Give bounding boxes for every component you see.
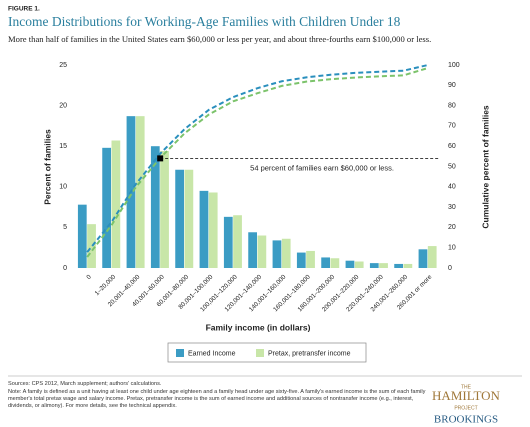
bar [248, 232, 257, 268]
y-tick-label: 5 [63, 224, 67, 231]
bar [306, 250, 315, 268]
y2-tick-label: 50 [448, 163, 456, 170]
bar [281, 238, 291, 268]
y2-tick-label: 60 [448, 143, 456, 150]
chart-title: Income Distributions for Working-Age Fam… [8, 14, 401, 29]
bar [175, 169, 184, 268]
bar [296, 252, 306, 268]
legend-swatch [256, 349, 264, 357]
bar [418, 249, 428, 268]
y-tick-label: 10 [59, 184, 67, 191]
bar [427, 246, 437, 268]
annotation-text: 54 percent of families earn $60,000 or l… [250, 163, 394, 172]
x-axis-label: Family income (in dollars) [206, 322, 311, 332]
logo-sub: PROJECT [454, 405, 477, 411]
brookings: BROOKINGS [434, 414, 498, 426]
bar [321, 257, 330, 268]
x-tick-label: 1–20,000 [94, 273, 118, 297]
y-tick-label: 15 [59, 143, 67, 150]
bar [150, 146, 160, 268]
y2-axis-label: Cumulative percent of families [480, 105, 490, 229]
legend-label: Pretax, pretransfer income [268, 350, 351, 357]
annotation-marker [157, 155, 164, 162]
bar [111, 140, 121, 268]
y2-tick-label: 80 [448, 102, 456, 109]
bar [160, 151, 169, 268]
bar [223, 216, 233, 268]
y2-tick-label: 100 [448, 62, 460, 69]
legend-box [167, 342, 367, 363]
y2-tick-label: 40 [448, 184, 456, 191]
logo-top: THE [461, 384, 472, 390]
bar [354, 261, 364, 268]
y2-tick-label: 20 [448, 224, 456, 231]
bar [208, 192, 218, 268]
y2-tick-label: 0 [448, 265, 452, 272]
bar [369, 263, 379, 268]
bar [135, 116, 145, 268]
bar [272, 240, 282, 268]
bar [257, 235, 267, 268]
bar [233, 215, 242, 268]
y-tick-label: 25 [59, 62, 67, 69]
y2-tick-label: 90 [448, 82, 456, 89]
bar [330, 258, 340, 268]
cumulative-line [86, 67, 429, 258]
legend-label: Earned Income [188, 350, 236, 357]
bar [199, 190, 209, 268]
bar [394, 263, 403, 268]
x-tick-label: 0 [85, 273, 93, 281]
y2-tick-label: 70 [448, 123, 456, 130]
sources: Sources: CPS 2012, March supplement; aut… [8, 381, 162, 387]
legend-swatch [176, 349, 184, 357]
chart-subtitle: More than half of families in the United… [8, 34, 431, 44]
bar [345, 260, 355, 268]
note: Note: A family is defined as a unit havi… [8, 389, 426, 409]
figure-label: FIGURE 1. [8, 6, 40, 13]
y-tick-label: 0 [63, 265, 67, 272]
bar [379, 263, 388, 268]
bar [77, 204, 87, 268]
y2-tick-label: 10 [448, 245, 456, 252]
bar [184, 169, 194, 268]
bar [87, 224, 96, 268]
bar [403, 263, 413, 268]
y-tick-label: 20 [59, 102, 67, 109]
logo-main: HAMILTON [432, 388, 501, 403]
cumulative-line [86, 64, 429, 253]
bar [102, 147, 111, 268]
y2-tick-label: 30 [448, 204, 456, 211]
y-axis-label: Percent of families [42, 129, 52, 205]
